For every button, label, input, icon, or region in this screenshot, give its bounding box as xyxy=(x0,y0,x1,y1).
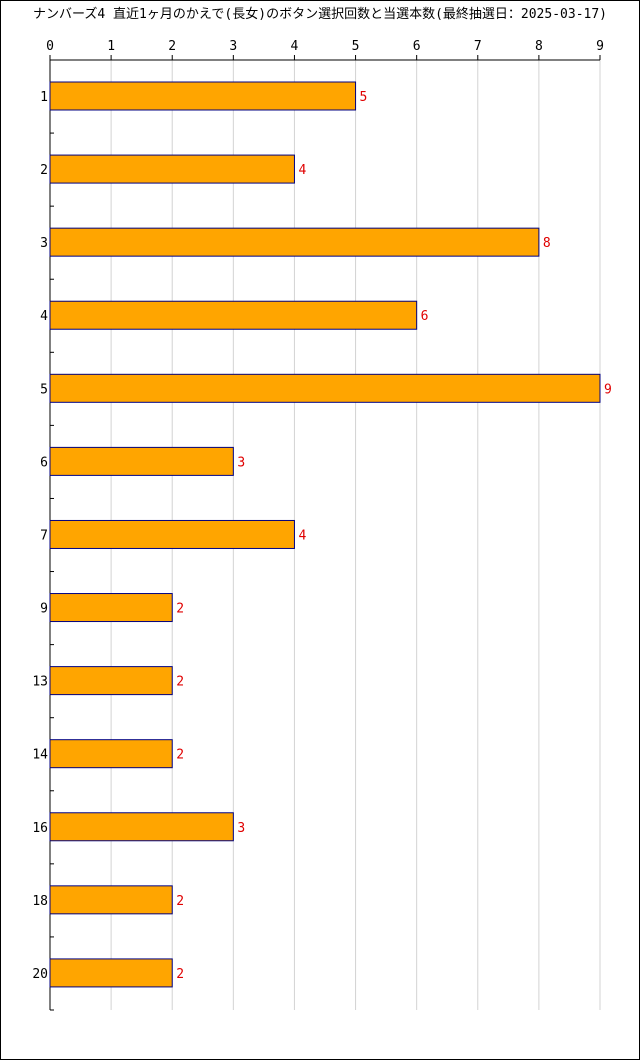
y-tick-label: 2 xyxy=(40,163,48,178)
bar xyxy=(49,666,173,696)
bar xyxy=(49,81,357,111)
x-tick-label: 3 xyxy=(229,39,237,54)
data-label: 2 xyxy=(176,602,184,617)
data-label: 9 xyxy=(604,382,612,397)
y-tick-label: 5 xyxy=(40,382,48,397)
bar xyxy=(49,812,234,842)
y-tick-label: 4 xyxy=(40,309,48,324)
bar xyxy=(49,593,173,623)
data-label: 3 xyxy=(237,821,245,836)
y-tick-label: 14 xyxy=(32,748,48,763)
data-label: 3 xyxy=(237,455,245,470)
x-tick-label: 2 xyxy=(168,39,176,54)
bar xyxy=(49,446,234,476)
y-tick-label: 13 xyxy=(32,675,48,690)
data-label: 2 xyxy=(176,894,184,909)
y-tick-label: 1 xyxy=(40,90,48,105)
data-label: 2 xyxy=(176,675,184,690)
data-label: 4 xyxy=(298,163,306,178)
bar xyxy=(49,300,418,330)
bar xyxy=(49,739,173,769)
y-tick-label: 9 xyxy=(40,602,48,617)
x-tick-label: 1 xyxy=(107,39,115,54)
x-tick-label: 6 xyxy=(413,39,421,54)
data-label: 4 xyxy=(298,528,306,543)
data-label: 5 xyxy=(360,90,368,105)
x-tick-label: 4 xyxy=(291,39,299,54)
data-label: 8 xyxy=(543,236,551,251)
x-tick-label: 9 xyxy=(596,39,604,54)
bar xyxy=(49,885,173,915)
y-tick-label: 16 xyxy=(32,821,48,836)
y-tick-label: 3 xyxy=(40,236,48,251)
y-tick-label: 6 xyxy=(40,455,48,470)
data-label: 6 xyxy=(421,309,429,324)
bar xyxy=(49,958,173,988)
x-tick-label: 0 xyxy=(46,39,54,54)
y-tick-label: 7 xyxy=(40,528,48,543)
y-tick-label: 18 xyxy=(32,894,48,909)
data-label: 2 xyxy=(176,967,184,982)
chart-title: ナンバーズ4 直近1ヶ月のかえで(長女)のボタン選択回数と当選本数(最終抽選日：… xyxy=(32,7,607,22)
bar xyxy=(49,519,295,549)
x-tick-label: 5 xyxy=(352,39,360,54)
bar xyxy=(49,373,601,403)
y-tick-label: 20 xyxy=(32,967,48,982)
bar xyxy=(49,154,295,184)
x-tick-label: 8 xyxy=(535,39,543,54)
x-tick-label: 7 xyxy=(474,39,482,54)
bar xyxy=(49,227,540,257)
data-label: 2 xyxy=(176,748,184,763)
